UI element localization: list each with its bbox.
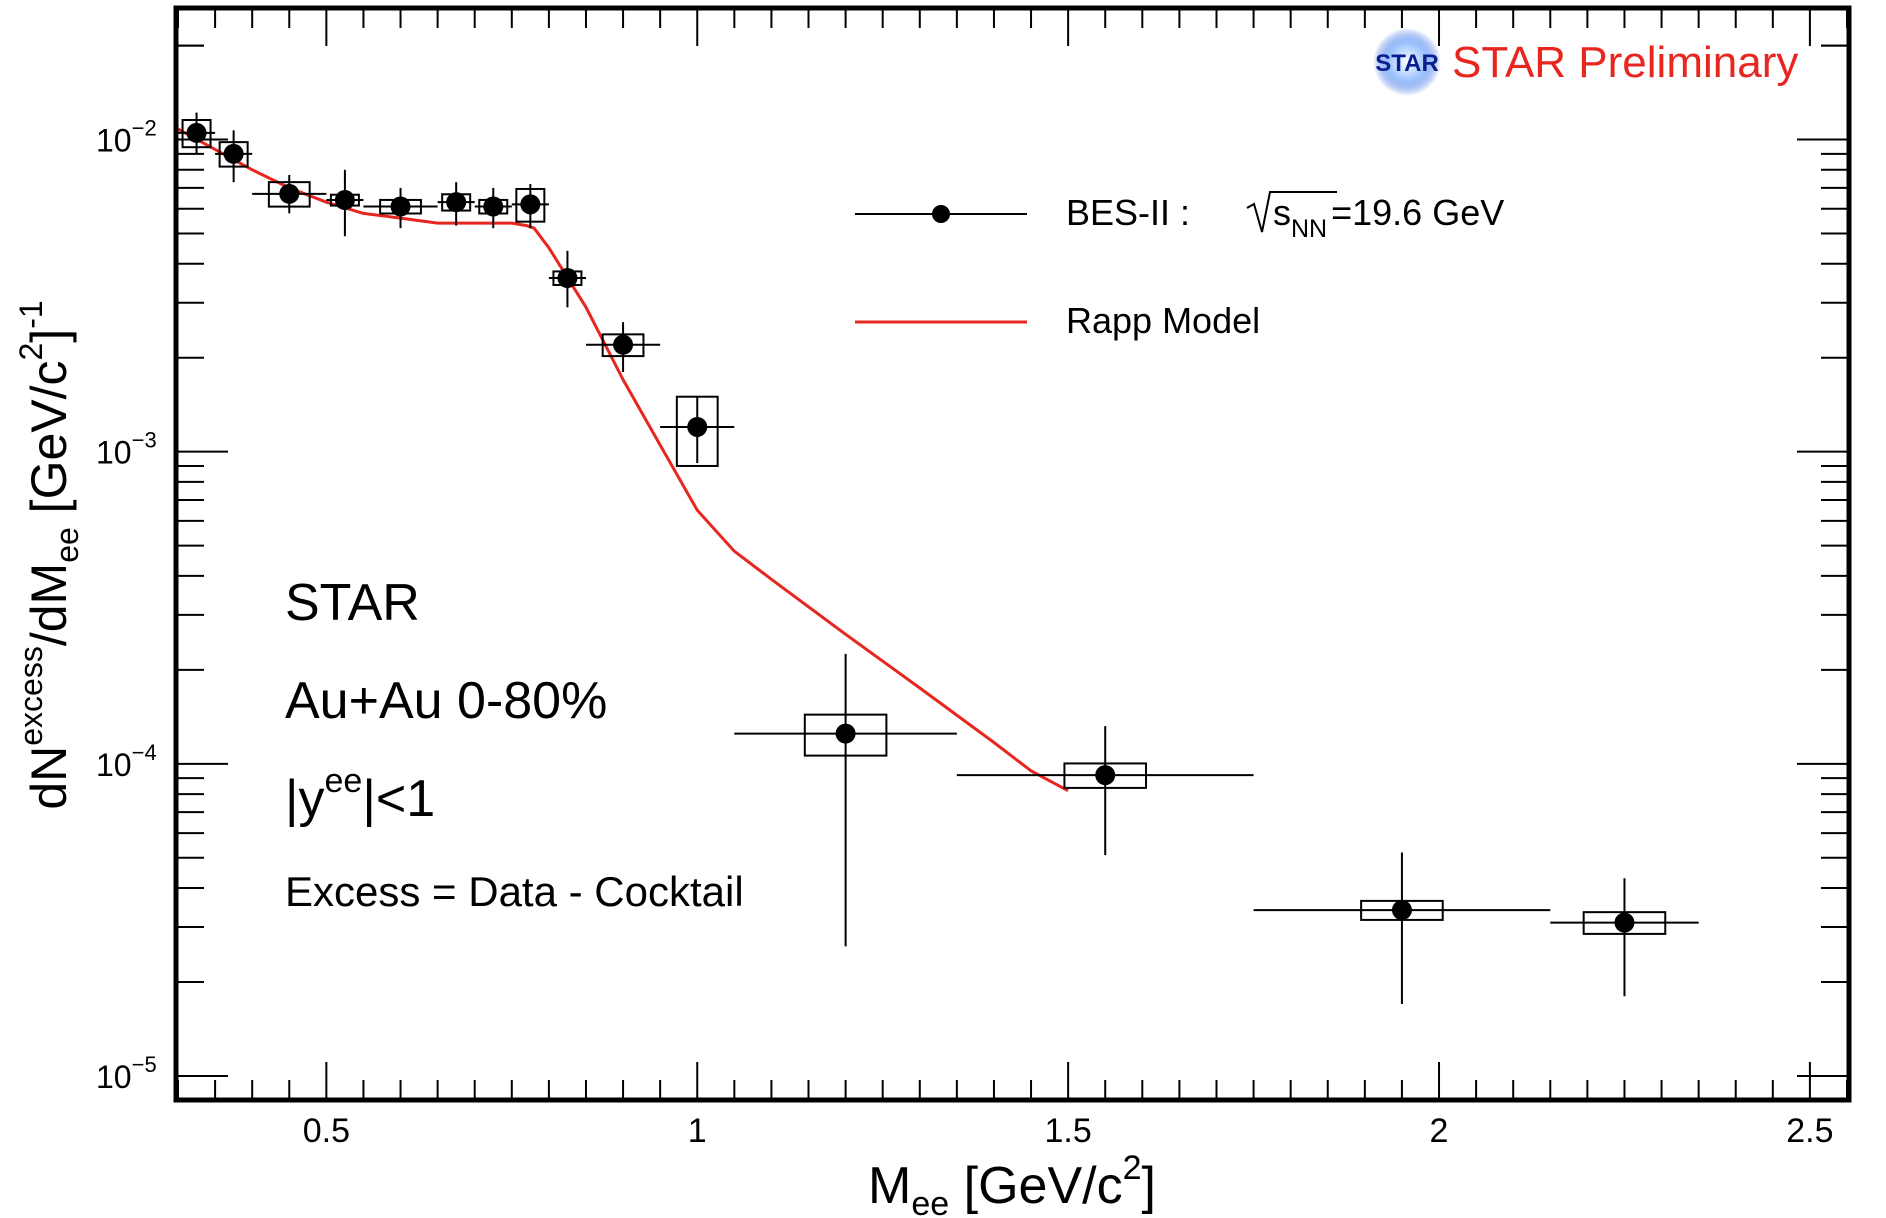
data-point bbox=[474, 187, 512, 229]
sqrt-icon bbox=[1246, 191, 1337, 233]
data-point bbox=[215, 130, 253, 183]
rapp-model-curve bbox=[177, 127, 1069, 793]
data-marker bbox=[279, 183, 300, 204]
data-marker bbox=[390, 196, 411, 217]
data-marker bbox=[557, 268, 578, 289]
data-marker bbox=[613, 334, 634, 355]
data-point bbox=[548, 250, 586, 308]
data-point bbox=[956, 726, 1254, 856]
x-tick-label: 2.5 bbox=[1786, 1112, 1833, 1150]
annotation-experiment: STAR bbox=[285, 574, 420, 632]
x-tick-label: 1.5 bbox=[1045, 1112, 1092, 1150]
data-point bbox=[437, 182, 475, 226]
data-marker bbox=[1614, 912, 1635, 933]
data-point bbox=[585, 322, 661, 372]
plot-area: 0.5 1 1.5 2 2.5 10−2 10−3 10−4 10−5 bbox=[96, 10, 1848, 1150]
data-marker bbox=[186, 122, 207, 143]
data-point bbox=[363, 187, 438, 229]
legend-data-marker bbox=[932, 205, 950, 223]
data-marker bbox=[1095, 765, 1116, 786]
data-point bbox=[511, 184, 549, 229]
annotation-block: STAR Au+Au 0-80% |yee|<1 Excess = Data -… bbox=[285, 574, 744, 915]
data-point bbox=[734, 653, 957, 947]
annotation-excess-definition: Excess = Data - Cocktail bbox=[285, 868, 744, 915]
annotation-rapidity-cut: |yee|<1 bbox=[285, 762, 435, 828]
data-marker bbox=[1391, 900, 1412, 921]
data-marker bbox=[334, 190, 355, 211]
legend-model-label: Rapp Model bbox=[1066, 300, 1260, 341]
x-tick-label: 1 bbox=[688, 1112, 707, 1150]
y-axis-title: dNexcess/dMee [GeV/c2]-1 bbox=[13, 300, 85, 809]
data-point bbox=[1550, 878, 1699, 997]
y-tick-label: 10−5 bbox=[96, 1052, 157, 1095]
legend-energy: sNN =19.6 GeV bbox=[1273, 192, 1504, 243]
data-marker bbox=[520, 194, 541, 215]
x-tick-label: 0.5 bbox=[303, 1112, 350, 1150]
y-tick-label: 10−3 bbox=[96, 428, 157, 471]
data-marker bbox=[446, 192, 467, 213]
y-tick-label: 10−4 bbox=[96, 740, 157, 783]
x-axis-title: Mee [GeV/c2] bbox=[868, 1149, 1156, 1218]
data-point bbox=[178, 112, 216, 154]
star-logo-text: STAR bbox=[1375, 50, 1439, 77]
data-point bbox=[252, 174, 327, 214]
data-marker bbox=[223, 143, 244, 164]
data-marker bbox=[835, 723, 856, 744]
annotation-collision-system: Au+Au 0-80% bbox=[285, 672, 607, 730]
star-preliminary-badge: STAR STAR Preliminary bbox=[1373, 28, 1798, 96]
data-marker bbox=[483, 196, 504, 217]
data-point bbox=[326, 169, 364, 237]
data-point bbox=[1253, 852, 1551, 1005]
star-logo-icon bbox=[1373, 28, 1441, 96]
legend: BES-II : sNN =19.6 GeV Rapp Model bbox=[855, 191, 1504, 341]
plot-frame bbox=[173, 5, 1852, 1103]
y-tick-label: 10−2 bbox=[96, 116, 157, 159]
legend-data-label: BES-II : bbox=[1066, 192, 1190, 233]
data-point bbox=[660, 395, 735, 467]
data-marker bbox=[687, 416, 708, 437]
x-tick-label: 2 bbox=[1430, 1112, 1449, 1150]
star-preliminary-label: STAR Preliminary bbox=[1452, 38, 1798, 87]
